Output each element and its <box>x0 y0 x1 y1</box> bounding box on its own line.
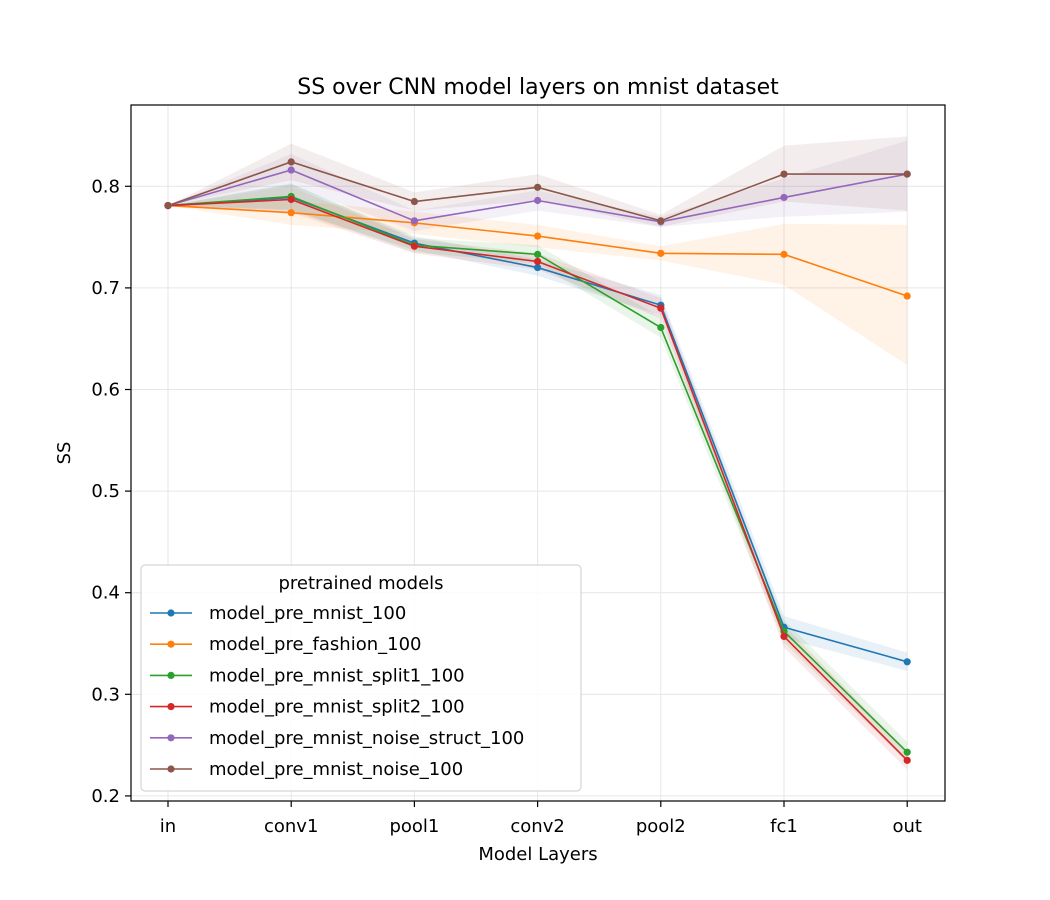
y-tick-label: 0.7 <box>91 278 120 299</box>
series-lines <box>164 158 911 764</box>
x-tick-label: conv1 <box>264 816 318 837</box>
data-point <box>534 232 542 240</box>
x-tick-label: out <box>892 816 921 837</box>
y-tick-label: 0.2 <box>91 786 120 807</box>
legend-entry-label: model_pre_mnist_100 <box>209 603 406 624</box>
legend-entry-label: model_pre_mnist_split2_100 <box>209 697 465 718</box>
confidence-band <box>168 200 908 366</box>
data-point <box>410 217 418 225</box>
data-point <box>657 217 665 225</box>
data-point <box>780 632 788 640</box>
data-point <box>657 249 665 257</box>
data-point <box>903 292 911 300</box>
y-tick-label: 0.4 <box>91 583 120 604</box>
x-tick-label: pool2 <box>636 816 686 837</box>
chart-title: SS over CNN model layers on mnist datase… <box>297 75 779 100</box>
axis-ticks: in conv1 pool1 conv2 pool2 fc1 out 0.2 0.3 0.4 0.5… <box>91 176 922 837</box>
data-point <box>287 158 295 166</box>
data-point <box>164 201 172 210</box>
legend-entry-label: model_pre_fashion_100 <box>209 634 421 655</box>
data-point <box>903 658 911 666</box>
data-point <box>287 195 295 204</box>
legend-swatch-marker <box>167 671 175 680</box>
x-tick-label: pool1 <box>389 816 439 837</box>
data-point <box>903 748 911 756</box>
legend-swatch-marker <box>167 734 175 742</box>
x-axis-label: Model Layers <box>478 844 597 865</box>
x-tick-label: conv2 <box>510 816 564 837</box>
data-point <box>903 170 911 178</box>
y-axis-label: SS <box>54 442 75 465</box>
legend-entry-label: model_pre_mnist_split1_100 <box>209 665 465 686</box>
legend-entry-label: model_pre_mnist_noise_100 <box>209 759 463 780</box>
data-point <box>534 183 542 191</box>
y-tick-label: 0.6 <box>91 379 120 400</box>
data-point <box>780 193 788 202</box>
y-tick-label: 0.5 <box>91 481 120 502</box>
y-tick-label: 0.3 <box>91 684 120 705</box>
legend-entry-label: model_pre_mnist_noise_struct_100 <box>209 728 524 749</box>
legend-swatch-marker <box>167 640 175 648</box>
y-tick-label: 0.8 <box>91 176 120 197</box>
data-point <box>534 257 542 266</box>
data-point <box>410 197 418 206</box>
data-point <box>534 196 542 205</box>
x-tick-label: fc1 <box>770 816 798 837</box>
legend: pretrained models model_pre_mnist_100mod… <box>140 564 582 792</box>
data-point <box>534 263 542 272</box>
confidence-band <box>168 136 908 227</box>
x-tick-label: in <box>160 816 176 837</box>
legend-swatch-marker <box>167 703 175 711</box>
confidence-bands <box>168 136 908 770</box>
legend-box <box>140 564 582 792</box>
data-point <box>903 756 911 764</box>
legend-swatch-marker <box>167 609 175 617</box>
data-point <box>780 170 788 178</box>
legend-title: pretrained models <box>278 573 443 594</box>
data-point <box>534 250 542 258</box>
legend-swatch-marker <box>167 765 175 773</box>
data-point <box>287 166 295 174</box>
confidence-band <box>168 140 908 231</box>
data-point <box>287 209 295 217</box>
data-point <box>657 304 665 312</box>
data-point <box>410 242 418 250</box>
data-point <box>780 250 788 258</box>
data-point <box>657 323 665 332</box>
